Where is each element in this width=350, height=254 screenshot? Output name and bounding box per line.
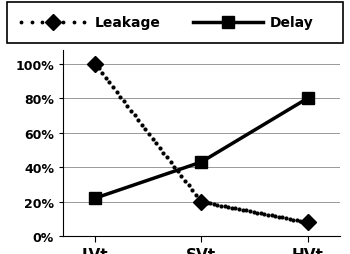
Text: Delay: Delay [270,16,313,30]
Bar [7,3,343,43]
Text: Leakage: Leakage [94,16,160,30]
